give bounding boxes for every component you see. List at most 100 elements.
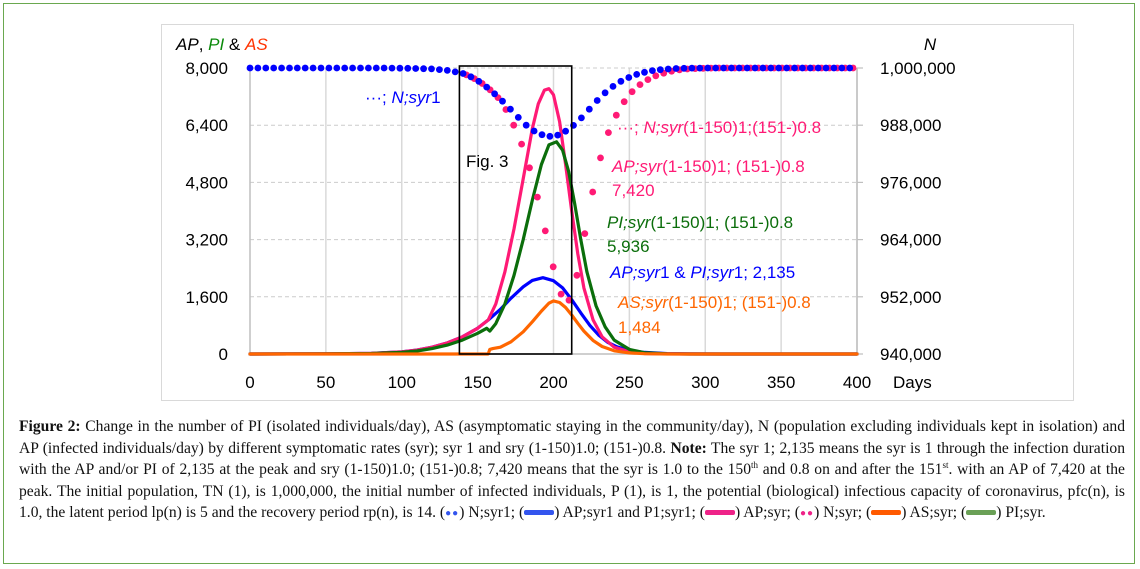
data-point-dot [601,89,609,97]
data-point-dot [270,64,278,72]
data-point-dot [518,140,525,148]
y-left-tick-label: 0 [219,345,228,364]
data-point-dot [644,76,652,83]
data-point-dot [799,64,806,72]
data-point-dot [585,105,593,113]
data-point-dot [365,64,372,72]
y-left-axis-title-part: AS [244,35,268,54]
x-axis-title: Days [893,373,932,392]
x-tick-label: 100 [388,373,416,392]
caption-sup-st: st [942,459,949,470]
data-point-dot [633,71,641,78]
data-point-dot [814,64,822,72]
data-point-dot [562,127,569,135]
data-point-dot [593,97,601,104]
x-tick-label: 350 [767,373,795,392]
y-left-axis-title-part: AP [175,35,199,54]
data-point-dot [664,65,672,73]
data-point-dot [510,121,518,129]
data-point-dot [581,230,589,238]
data-point-dot [483,83,491,91]
y-left-axis-title: AP, PI & AS [175,35,268,54]
data-point-dot [688,64,696,72]
data-point-dot [743,64,751,72]
data-point-dot [459,70,467,77]
legend-label: AP;syr; [743,504,795,521]
data-point-dot [499,97,506,105]
data-point-dot [672,65,680,72]
data-point-dot [357,64,364,72]
data-point-dot [341,64,349,72]
caption-text-4: . with an AP of 7,420 at the peak. The i… [19,461,1125,521]
data-point-dot [728,64,735,72]
data-point-dot [526,164,533,172]
data-point-dot [333,64,341,72]
data-point-dot [254,64,262,72]
data-point-dot [846,64,854,72]
series-annotation-part: N;syr [391,88,432,107]
data-point-dot [557,290,565,298]
chart-area [161,24,1074,401]
series-annotation-part: AP;syr [609,263,661,282]
data-point-dot [514,114,522,121]
data-point-dot [475,77,483,85]
legend-line-swatch [524,509,555,515]
legend-dots-swatch: ●● [799,508,815,519]
data-point-dot [612,111,620,119]
legend-line-swatch [966,509,997,515]
data-point-dot [451,68,459,76]
data-point-dot [420,65,427,73]
data-point-dot [759,64,767,72]
data-point-dot [546,132,554,140]
data-point-dot [775,64,783,72]
data-point-dot [565,296,573,304]
data-point-dot [388,64,396,72]
line-chart: 0 50 100 150 200 250 300 350 400 0 1,600 3,200 4,800… [175,35,956,392]
caption-text-3: and 0.8 on and after the 151 [758,461,943,478]
data-point-dot [620,98,628,106]
y-left-axis-title-part: & [224,35,245,54]
data-point-dot [791,64,798,72]
data-point-dot [822,64,830,72]
caption-sup-th: th [751,459,759,470]
data-point-dot [541,227,549,235]
data-point-dot [538,131,546,139]
series-annotation-part: N;syr [643,118,684,137]
x-tick-label: 300 [691,373,719,392]
legend-line-swatch [871,509,902,515]
legend-line-swatch [704,509,735,515]
data-point-dot [301,64,309,72]
data-point-dot [589,188,597,196]
legend-label: AS;syr; [909,504,962,521]
series-line-as-syr-1-150-1-151-0-8 [248,299,859,356]
series-annotation: AP;syr1 & PI;syr1; 2,135 [609,263,795,282]
data-point-dot [309,64,317,72]
caption-note-label: Note: [670,439,707,457]
data-point-dot [522,121,530,129]
data-point-dot [680,64,688,72]
data-point-dot [696,64,704,72]
data-point-dot [507,105,514,113]
data-point-dot [491,90,498,98]
legend-label: PI;syr. [1005,504,1046,521]
data-point-dot [554,131,562,139]
y-left-tick-label: 4,800 [185,173,228,192]
x-tick-label: 400 [843,373,871,392]
y-left-tick-label: 8,000 [185,59,228,78]
data-point-dot [436,66,443,73]
y-right-tick-label: 988,000 [880,116,941,135]
legend-label: N;syr1; [468,504,519,521]
series-annotation-part: (1-150)1; (151-)0.8 [668,293,811,312]
y-right-tick-label: 952,000 [880,288,941,307]
data-point-dot [549,263,557,271]
series-line-pi-syr-1-150-1-151-0-8 [248,140,859,356]
data-point-dot [467,73,475,81]
data-point-dot [380,64,388,72]
y-right-tick-label: 1,000,000 [880,59,956,78]
series-annotation-part: AS;syr [617,293,669,312]
series-annotation: ···; N;syr(1-150)1;(151-)0.8 [617,118,821,137]
data-point-dot [372,64,380,72]
data-point-dot [530,127,538,135]
data-point-dot [412,65,420,72]
data-point-dot [806,64,814,72]
